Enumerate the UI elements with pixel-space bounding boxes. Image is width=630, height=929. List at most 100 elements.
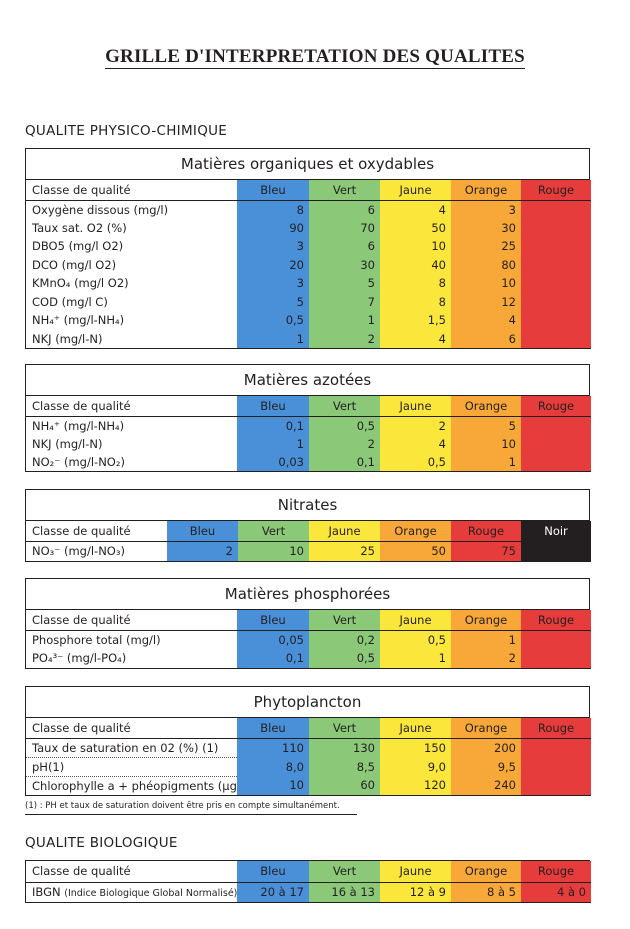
header-classe: Classe de qualité bbox=[26, 521, 167, 542]
cell-orange: 240 bbox=[451, 776, 521, 796]
table-biologique: Classe de qualité Bleu Vert Jaune Orange… bbox=[25, 860, 591, 903]
cell-vert: 5 bbox=[309, 274, 380, 293]
header-bleu: Bleu bbox=[237, 861, 309, 883]
header-jaune: Jaune bbox=[380, 180, 451, 201]
header-rouge: Rouge bbox=[521, 861, 591, 883]
cell-bleu: 1 bbox=[237, 434, 309, 453]
table-row: NO₂⁻ (mg/l-NO₂) 0,03 0,1 0,5 1 bbox=[26, 453, 591, 472]
cell-bleu: 110 bbox=[237, 738, 309, 757]
header-noir: Noir bbox=[521, 521, 591, 542]
header-classe: Classe de qualité bbox=[26, 610, 237, 631]
row-label: NH₄⁺ (mg/l-NH₄) bbox=[32, 313, 125, 328]
cell-bleu: 10 bbox=[237, 776, 309, 796]
cell-rouge bbox=[521, 649, 591, 669]
header-orange: Orange bbox=[451, 396, 521, 417]
cell-bleu: 1 bbox=[237, 329, 309, 349]
cell-jaune: 2 bbox=[380, 416, 451, 435]
table-row: pH(1) 8,0 8,5 9,0 9,5 bbox=[26, 757, 591, 777]
cell-rouge: 75 bbox=[451, 541, 521, 562]
cell-jaune: 4 bbox=[380, 200, 451, 219]
header-orange: Orange bbox=[451, 610, 521, 631]
header-rouge: Rouge bbox=[521, 718, 591, 739]
header-vert: Vert bbox=[309, 396, 380, 417]
cell-jaune: 8 bbox=[380, 274, 451, 293]
ibgn-label: IBGN bbox=[32, 885, 61, 899]
header-jaune: Jaune bbox=[380, 861, 451, 883]
cell-orange: 9,5 bbox=[451, 757, 521, 776]
row-label: NKJ (mg/l-N) bbox=[32, 436, 103, 451]
cell-orange: 30 bbox=[451, 218, 521, 237]
cell-jaune: 1,5 bbox=[380, 311, 451, 330]
cell-vert: 6 bbox=[309, 200, 380, 219]
header-classe: Classe de qualité bbox=[26, 180, 237, 201]
cell-vert: 6 bbox=[309, 237, 380, 256]
cell-bleu: 2 bbox=[167, 541, 238, 562]
cell-jaune: 1 bbox=[380, 649, 451, 669]
cell-bleu: 0,1 bbox=[237, 416, 309, 435]
header-bleu: Bleu bbox=[237, 610, 309, 631]
header-classe: Classe de qualité bbox=[26, 396, 237, 417]
cell-vert: 16 à 13 bbox=[309, 882, 380, 903]
cell-bleu: 90 bbox=[237, 218, 309, 237]
cell-bleu: 8 bbox=[237, 200, 309, 219]
cell-jaune: 0,5 bbox=[380, 453, 451, 472]
cell-vert: 7 bbox=[309, 292, 380, 311]
table-row: COD (mg/l C) 5 7 8 12 bbox=[26, 292, 591, 311]
cell-orange: 50 bbox=[380, 541, 451, 562]
cell-rouge bbox=[521, 200, 591, 219]
cell-orange: 8 à 5 bbox=[451, 882, 521, 903]
cell-vert: 2 bbox=[309, 434, 380, 453]
header-bleu: Bleu bbox=[237, 180, 309, 201]
header-classe: Classe de qualité bbox=[26, 718, 237, 739]
table-row: NKJ (mg/l-N) 1 2 4 10 bbox=[26, 434, 591, 453]
cell-rouge bbox=[521, 434, 591, 453]
table-row: PO₄³⁻ (mg/l-PO₄) 0,1 0,5 1 2 bbox=[26, 649, 591, 669]
table-row: IBGN (Indice Biologique Global Normalisé… bbox=[26, 882, 591, 903]
row-label: NH₄⁺ (mg/l-NH₄) bbox=[32, 418, 125, 433]
table-phosphorees: Matières phosphorées Classe de qualité B… bbox=[25, 578, 591, 669]
cell-jaune: 40 bbox=[380, 255, 451, 274]
table-row: Taux de saturation en 02 (%) (1) 110 130… bbox=[26, 738, 591, 758]
row-label: NKJ (mg/l-N) bbox=[26, 329, 237, 349]
cell-vert: 70 bbox=[309, 218, 380, 237]
table-row: Chlorophylle a + phéopigments (µg/l) 10 … bbox=[26, 776, 591, 796]
cell-rouge bbox=[521, 218, 591, 237]
table-row: NKJ (mg/l-N) 1 2 4 6 bbox=[26, 329, 591, 349]
cell-rouge bbox=[521, 329, 591, 349]
cell-orange: 2 bbox=[451, 649, 521, 669]
cell-rouge bbox=[521, 630, 591, 649]
row-label: IBGN (Indice Biologique Global Normalisé… bbox=[26, 882, 237, 903]
cell-vert: 1 bbox=[309, 311, 380, 330]
header-bleu: Bleu bbox=[237, 718, 309, 739]
cell-jaune: 50 bbox=[380, 218, 451, 237]
cell-orange: 10 bbox=[451, 434, 521, 453]
header-rouge: Rouge bbox=[521, 396, 591, 417]
cell-orange: 6 bbox=[451, 329, 521, 349]
cell-bleu: 0,1 bbox=[237, 649, 309, 669]
row-label: DBO5 (mg/l O2) bbox=[32, 239, 124, 254]
table-row: Oxygène dissous (mg/l) 8 6 4 3 bbox=[26, 200, 591, 219]
cell-vert: 30 bbox=[309, 255, 380, 274]
header-bleu: Bleu bbox=[167, 521, 238, 542]
header-classe: Classe de qualité bbox=[26, 861, 237, 883]
table-title: Matières organiques et oxydables bbox=[26, 149, 590, 180]
row-label: pH(1) bbox=[26, 757, 237, 777]
row-label: DCO (mg/l O2) bbox=[32, 257, 117, 272]
table-row: NH₄⁺ (mg/l-NH₄) 0,1 0,5 2 5 bbox=[26, 416, 591, 435]
header-orange: Orange bbox=[451, 180, 521, 201]
cell-bleu: 0,05 bbox=[237, 630, 309, 649]
row-label: KMnO₄ (mg/l O2) bbox=[32, 276, 129, 291]
table-row: KMnO₄ (mg/l O2) 3 5 8 10 bbox=[26, 274, 591, 293]
cell-vert: 130 bbox=[309, 738, 380, 757]
cell-vert: 0,1 bbox=[309, 453, 380, 472]
cell-orange: 25 bbox=[451, 237, 521, 256]
header-bleu: Bleu bbox=[237, 396, 309, 417]
table-row: DBO5 (mg/l O2) 3 6 10 25 bbox=[26, 237, 591, 256]
row-label: COD (mg/l C) bbox=[32, 294, 108, 309]
cell-noir bbox=[521, 541, 591, 562]
cell-jaune: 8 bbox=[380, 292, 451, 311]
header-rouge: Rouge bbox=[521, 610, 591, 631]
cell-jaune: 150 bbox=[380, 738, 451, 757]
cell-rouge bbox=[521, 776, 591, 796]
table-row: NH₄⁺ (mg/l-NH₄) 0,5 1 1,5 4 bbox=[26, 311, 591, 330]
